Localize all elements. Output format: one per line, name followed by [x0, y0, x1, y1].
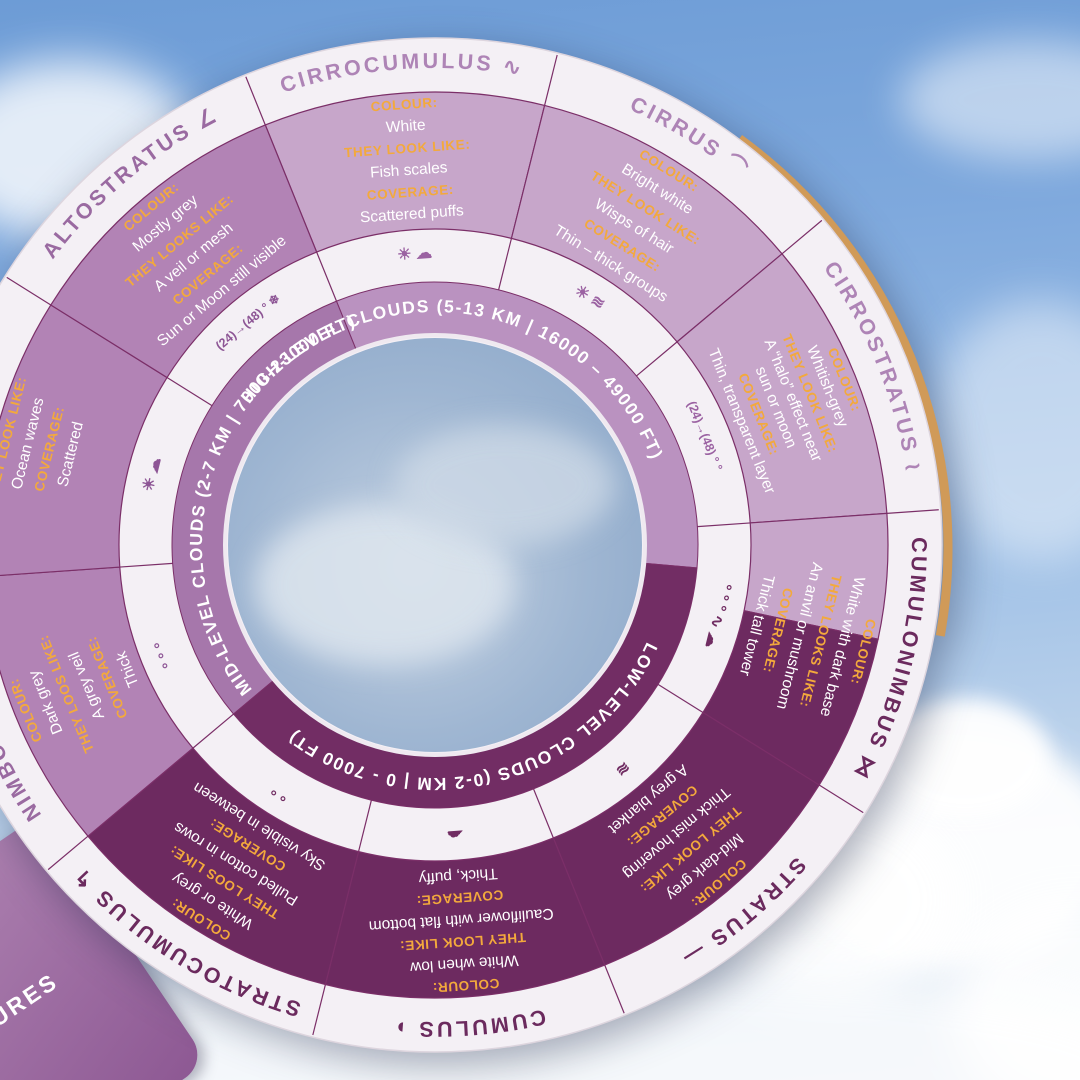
svg-text:COLOUR:: COLOUR:	[432, 976, 500, 996]
center-hole-sky	[228, 338, 642, 752]
divider-lines	[6, 54, 939, 1036]
svg-text:COVERAGE:: COVERAGE:	[416, 887, 504, 908]
backing-card-edge	[736, 134, 953, 637]
segment-sectors	[0, 91, 889, 999]
svg-text:Fish scales: Fish scales	[370, 159, 449, 181]
droplets-icon: ° °	[269, 780, 293, 804]
svg-text:COLOUR:: COLOUR:	[370, 95, 438, 115]
svg-text:White: White	[385, 117, 426, 137]
sector-nimbostratus	[0, 566, 194, 838]
svg-text:Thick, puffy: Thick, puffy	[418, 864, 498, 886]
sector-altostratus	[50, 124, 318, 379]
svg-text:COVERAGE:: COVERAGE:	[366, 182, 454, 203]
hole-cut-edge	[223, 333, 647, 757]
sun-icon+clouds-icon: ☀ ☁	[397, 245, 433, 264]
sunbeam-cloud-icon: ☁	[447, 827, 464, 845]
